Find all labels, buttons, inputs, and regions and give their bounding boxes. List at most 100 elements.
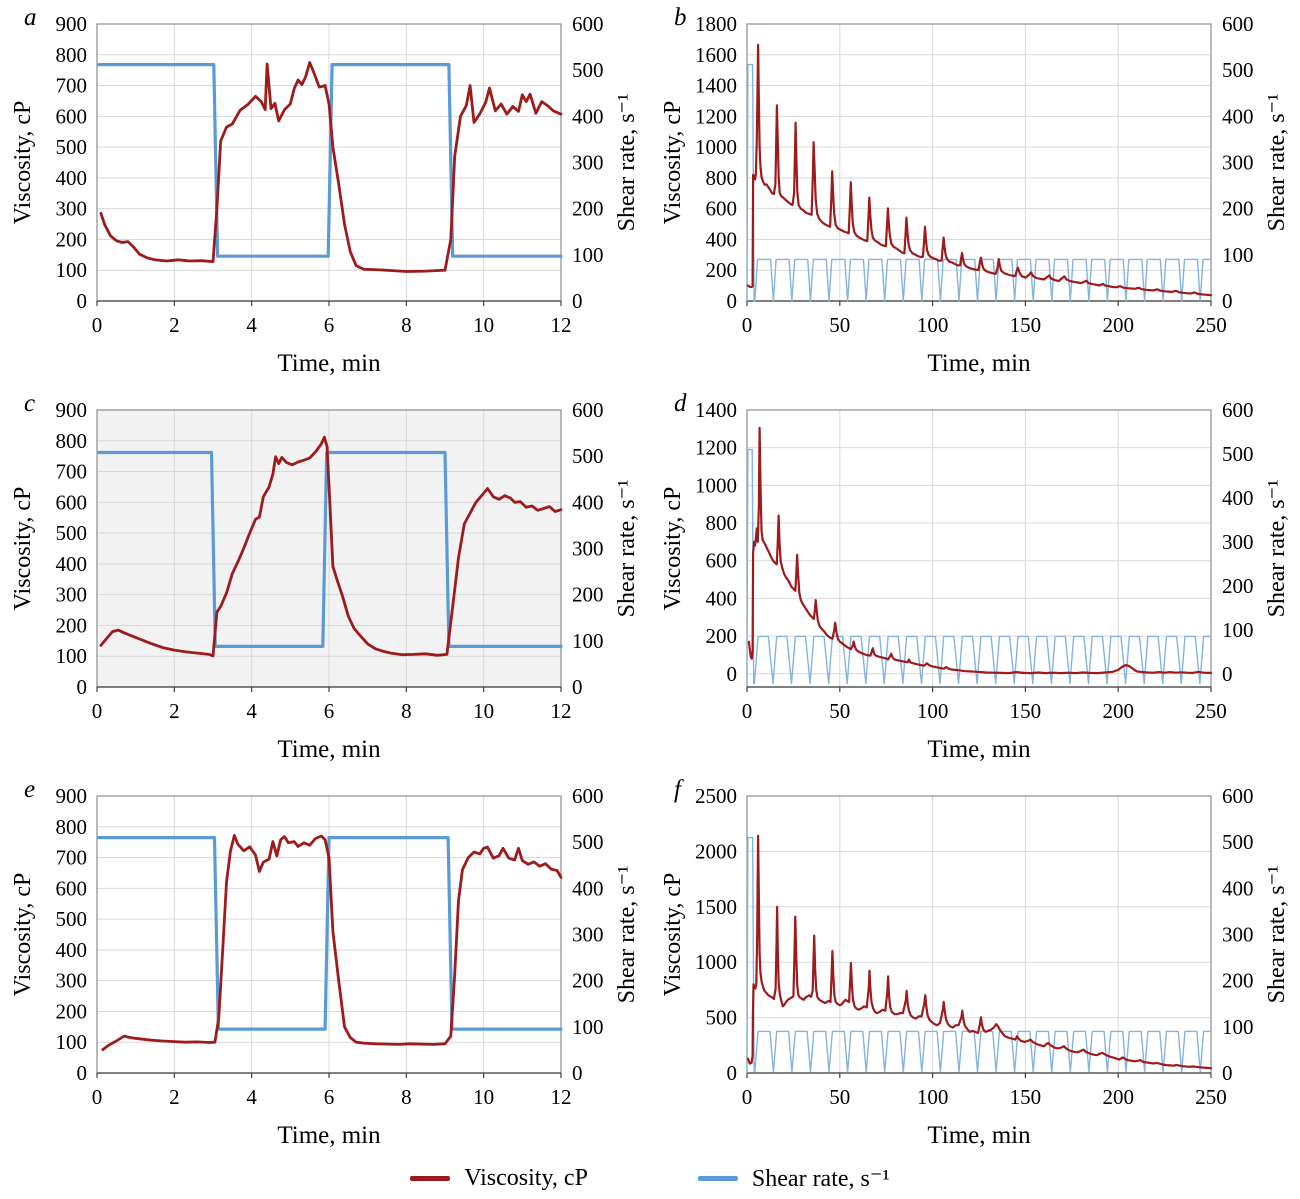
chart-e: 0100200300400500600700800900010020030040… [10, 784, 640, 1149]
svg-text:Shear rate, s⁻¹: Shear rate, s⁻¹ [614, 94, 640, 232]
svg-text:0: 0 [727, 1061, 738, 1085]
svg-text:250: 250 [1195, 313, 1227, 337]
svg-text:6: 6 [324, 313, 335, 337]
svg-text:900: 900 [56, 398, 88, 422]
svg-text:2: 2 [169, 1085, 180, 1109]
svg-text:0: 0 [742, 699, 753, 723]
svg-text:100: 100 [572, 1015, 604, 1039]
svg-text:150: 150 [1010, 313, 1042, 337]
svg-text:Shear rate, s⁻¹: Shear rate, s⁻¹ [1264, 480, 1290, 618]
svg-text:400: 400 [56, 552, 88, 576]
svg-text:200: 200 [572, 583, 604, 607]
svg-text:150: 150 [1010, 699, 1042, 723]
svg-text:300: 300 [572, 151, 604, 175]
svg-text:300: 300 [572, 537, 604, 561]
svg-text:600: 600 [572, 398, 604, 422]
svg-text:1200: 1200 [695, 436, 737, 460]
svg-text:4: 4 [246, 313, 257, 337]
svg-text:200: 200 [706, 624, 738, 648]
svg-text:100: 100 [56, 644, 88, 668]
svg-text:200: 200 [56, 227, 88, 251]
svg-text:500: 500 [56, 135, 88, 159]
svg-text:300: 300 [1222, 530, 1254, 554]
chart-d: 0200400600800100012001400010020030040050… [660, 398, 1290, 763]
svg-text:800: 800 [706, 166, 738, 190]
svg-text:0: 0 [727, 289, 738, 313]
legend-label-viscosity: Viscosity, cP [464, 1165, 588, 1191]
svg-text:12: 12 [551, 699, 572, 723]
svg-text:800: 800 [56, 43, 88, 67]
svg-text:300: 300 [1222, 151, 1254, 175]
svg-text:50: 50 [829, 313, 850, 337]
panel-letter-e: e [24, 776, 36, 803]
svg-text:8: 8 [401, 1085, 412, 1109]
svg-text:100: 100 [1222, 1015, 1254, 1039]
svg-text:400: 400 [706, 586, 738, 610]
svg-text:Viscosity, cP: Viscosity, cP [10, 873, 36, 997]
svg-text:500: 500 [56, 521, 88, 545]
svg-text:1000: 1000 [695, 473, 737, 497]
svg-text:300: 300 [56, 583, 88, 607]
svg-text:600: 600 [1222, 398, 1254, 422]
panel-b: b 0 200 400 600 800 1000 1200 1400 1600 1800 0 100 2… [650, 0, 1300, 386]
svg-text:50: 50 [829, 699, 850, 723]
legend-item-shear-rate: Shear rate, s⁻¹ [697, 1164, 890, 1193]
svg-text:0: 0 [1222, 662, 1233, 686]
svg-text:1600: 1600 [695, 43, 737, 67]
svg-text:0: 0 [1222, 289, 1233, 313]
svg-text:Time, min: Time, min [927, 1122, 1031, 1149]
panel-d: d 0 200 400 600 800 1000 1200 1400 0 100 200 300 400… [650, 386, 1300, 772]
svg-text:100: 100 [572, 629, 604, 653]
svg-text:200: 200 [1102, 699, 1134, 723]
svg-text:Viscosity, cP: Viscosity, cP [10, 101, 36, 225]
legend-item-viscosity: Viscosity, cP [410, 1165, 588, 1192]
svg-text:12: 12 [551, 1085, 572, 1109]
svg-text:400: 400 [1222, 104, 1254, 128]
svg-text:400: 400 [1222, 486, 1254, 510]
svg-text:400: 400 [572, 104, 604, 128]
svg-text:400: 400 [56, 166, 88, 190]
svg-text:500: 500 [706, 1006, 738, 1030]
svg-text:800: 800 [56, 815, 88, 839]
panel-letter-c: c [24, 390, 36, 417]
svg-text:400: 400 [706, 227, 738, 251]
svg-text:250: 250 [1195, 1085, 1227, 1109]
svg-text:0: 0 [572, 289, 583, 313]
svg-text:4: 4 [246, 699, 257, 723]
svg-text:700: 700 [56, 846, 88, 870]
legend: Viscosity, cP Shear rate, s⁻¹ [0, 1158, 1300, 1199]
svg-text:0: 0 [742, 313, 753, 337]
svg-text:200: 200 [1102, 1085, 1134, 1109]
svg-text:500: 500 [1222, 830, 1254, 854]
svg-text:4: 4 [246, 1085, 257, 1109]
svg-text:0: 0 [572, 1061, 583, 1085]
svg-text:Viscosity, cP: Viscosity, cP [10, 487, 36, 611]
svg-text:200: 200 [56, 613, 88, 637]
svg-text:600: 600 [572, 12, 604, 36]
panel-f: f 0 500 1000 1500 2000 2500 0 100 200 300 400 500 60… [650, 772, 1300, 1158]
svg-text:500: 500 [572, 830, 604, 854]
svg-text:300: 300 [1222, 923, 1254, 947]
svg-text:600: 600 [56, 104, 88, 128]
svg-text:Time, min: Time, min [277, 1122, 381, 1149]
svg-text:600: 600 [1222, 784, 1254, 808]
svg-text:500: 500 [572, 58, 604, 82]
svg-text:0: 0 [92, 699, 103, 723]
svg-text:0: 0 [1222, 1061, 1233, 1085]
svg-text:900: 900 [56, 784, 88, 808]
svg-text:100: 100 [1222, 243, 1254, 267]
svg-text:100: 100 [56, 258, 88, 282]
svg-text:200: 200 [706, 258, 738, 282]
svg-text:Shear rate, s⁻¹: Shear rate, s⁻¹ [1264, 866, 1290, 1004]
svg-text:2: 2 [169, 313, 180, 337]
svg-text:800: 800 [706, 511, 738, 535]
svg-text:600: 600 [572, 784, 604, 808]
svg-text:200: 200 [1102, 313, 1134, 337]
panel-letter-d: d [674, 390, 687, 417]
svg-text:700: 700 [56, 74, 88, 98]
svg-text:200: 200 [56, 999, 88, 1023]
svg-text:700: 700 [56, 460, 88, 484]
svg-text:0: 0 [727, 662, 738, 686]
chart-b: 0200400600800100012001400160018000100200… [660, 12, 1290, 377]
svg-text:250: 250 [1195, 699, 1227, 723]
